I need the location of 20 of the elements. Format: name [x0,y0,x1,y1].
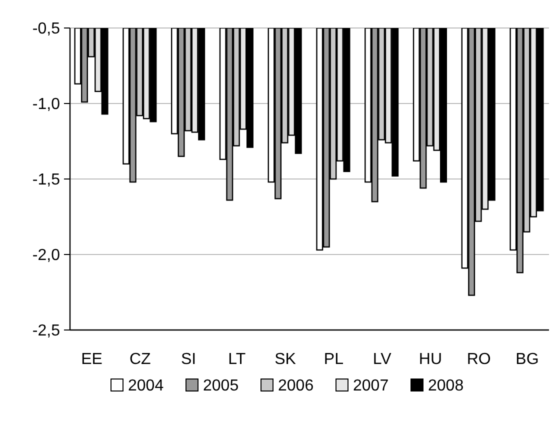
x-tick-label: RO [466,351,491,368]
y-tick-label: -0,5 [32,20,60,38]
legend-label: 2007 [353,378,389,395]
legend-label: 2006 [278,378,314,395]
legend-label: 2005 [203,378,239,395]
x-tick-label: LT [228,351,246,368]
legend-label: 2008 [428,378,464,395]
x-tick-label: LV [372,351,392,368]
y-tick-label: -2,0 [32,247,60,264]
legend-label: 2004 [128,378,164,395]
x-tick-label: SI [180,351,196,368]
y-tick-label: -1,0 [32,96,60,114]
y-tick-label: -1,5 [32,172,60,189]
x-tick-label: PL [324,351,344,368]
x-tick-label: SK [274,351,296,368]
x-tick-label: EE [81,351,102,368]
x-tick-label: BG [516,351,539,368]
x-tick-label: HU [418,351,442,368]
x-tick-label: CZ [129,351,152,368]
y-tick-label: -2,5 [32,322,60,340]
